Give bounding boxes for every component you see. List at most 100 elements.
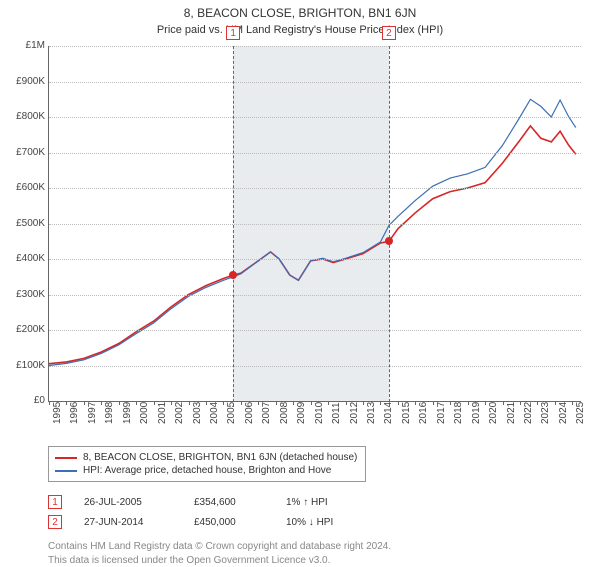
y-axis-label: £500K (3, 218, 45, 229)
x-tick (154, 401, 155, 405)
x-axis-label: 2003 (192, 402, 203, 424)
x-tick (101, 401, 102, 405)
x-axis-label: 2018 (453, 402, 464, 424)
x-tick (520, 401, 521, 405)
y-gridline (49, 188, 581, 189)
x-axis-label: 2016 (418, 402, 429, 424)
y-axis-label: £100K (3, 360, 45, 371)
x-tick (66, 401, 67, 405)
series-line-hpi (49, 99, 576, 365)
x-tick (555, 401, 556, 405)
x-axis-label: 2011 (331, 402, 342, 424)
sale-1-vs: 1% ↑ HPI (286, 497, 376, 508)
x-axis-label: 2005 (226, 402, 237, 424)
x-tick (468, 401, 469, 405)
x-tick (450, 401, 451, 405)
event-label-box: 1 (226, 26, 240, 40)
x-axis-label: 2015 (401, 402, 412, 424)
y-axis-label: £700K (3, 147, 45, 158)
sale-marker-dot (229, 271, 237, 279)
x-axis-label: 2013 (366, 402, 377, 424)
chart-title: 8, BEACON CLOSE, BRIGHTON, BN1 6JN (0, 6, 600, 20)
x-tick (293, 401, 294, 405)
legend-swatch-hpi (55, 470, 77, 472)
x-axis-label: 2019 (471, 402, 482, 424)
x-axis-label: 2006 (244, 402, 255, 424)
x-axis-label: 2010 (314, 402, 325, 424)
y-axis-label: £1M (3, 40, 45, 51)
legend-label-property: 8, BEACON CLOSE, BRIGHTON, BN1 6JN (deta… (83, 452, 357, 463)
chart-subtitle: Price paid vs. HM Land Registry's House … (0, 24, 600, 36)
sale-2-price: £450,000 (194, 517, 264, 528)
x-tick (415, 401, 416, 405)
sales-table: 1 26-JUL-2005 £354,600 1% ↑ HPI 2 27-JUN… (48, 492, 588, 532)
x-axis-label: 2023 (540, 402, 551, 424)
x-tick (328, 401, 329, 405)
y-axis-label: £900K (3, 76, 45, 87)
sale-2-vs: 10% ↓ HPI (286, 517, 376, 528)
x-tick (503, 401, 504, 405)
x-tick (171, 401, 172, 405)
x-axis-label: 2009 (296, 402, 307, 424)
x-axis-label: 2008 (279, 402, 290, 424)
x-tick (223, 401, 224, 405)
sale-marker-dot (385, 237, 393, 245)
arrow-down-icon: ↓ (309, 517, 314, 528)
legend-label-hpi: HPI: Average price, detached house, Brig… (83, 465, 331, 476)
footer: Contains HM Land Registry data © Crown c… (48, 540, 588, 567)
sale-1-date: 26-JUL-2005 (84, 497, 172, 508)
y-axis-label: £800K (3, 111, 45, 122)
x-axis-label: 1999 (122, 402, 133, 424)
x-tick (380, 401, 381, 405)
footer-line-1: Contains HM Land Registry data © Crown c… (48, 540, 588, 554)
x-axis-label: 2024 (558, 402, 569, 424)
arrow-up-icon: ↑ (303, 497, 308, 508)
y-gridline (49, 330, 581, 331)
sale-1-index: 1 (48, 495, 62, 509)
x-tick (537, 401, 538, 405)
x-axis-label: 1997 (87, 402, 98, 424)
y-axis-label: £400K (3, 253, 45, 264)
legend: 8, BEACON CLOSE, BRIGHTON, BN1 6JN (deta… (48, 446, 366, 482)
x-tick (136, 401, 137, 405)
event-line (389, 46, 390, 407)
y-axis-label: £0 (3, 395, 45, 406)
x-axis-label: 2012 (349, 402, 360, 424)
y-gridline (49, 153, 581, 154)
x-tick (346, 401, 347, 405)
y-gridline (49, 366, 581, 367)
x-axis-label: 2002 (174, 402, 185, 424)
x-tick (49, 401, 50, 405)
y-axis-label: £600K (3, 182, 45, 193)
event-label-box: 2 (382, 26, 396, 40)
y-gridline (49, 82, 581, 83)
x-axis-label: 1996 (69, 402, 80, 424)
x-axis-label: 2022 (523, 402, 534, 424)
chart-container: 8, BEACON CLOSE, BRIGHTON, BN1 6JN Price… (0, 0, 600, 560)
y-axis-label: £300K (3, 289, 45, 300)
x-axis-label: 2020 (488, 402, 499, 424)
sale-row-1: 1 26-JUL-2005 £354,600 1% ↑ HPI (48, 492, 588, 512)
x-tick (119, 401, 120, 405)
x-tick (485, 401, 486, 405)
x-tick (311, 401, 312, 405)
x-tick (258, 401, 259, 405)
x-tick (363, 401, 364, 405)
x-tick (206, 401, 207, 405)
x-tick (276, 401, 277, 405)
x-axis-label: 2017 (436, 402, 447, 424)
x-tick (241, 401, 242, 405)
sale-2-date: 27-JUN-2014 (84, 517, 172, 528)
y-gridline (49, 295, 581, 296)
sale-2-index: 2 (48, 515, 62, 529)
event-line (233, 46, 234, 407)
y-gridline (49, 259, 581, 260)
sale-row-2: 2 27-JUN-2014 £450,000 10% ↓ HPI (48, 512, 588, 532)
x-tick (572, 401, 573, 405)
series-line-property (49, 126, 576, 364)
y-gridline (49, 224, 581, 225)
x-tick (189, 401, 190, 405)
x-tick (398, 401, 399, 405)
x-axis-label: 2000 (139, 402, 150, 424)
titles: 8, BEACON CLOSE, BRIGHTON, BN1 6JN Price… (0, 0, 600, 36)
